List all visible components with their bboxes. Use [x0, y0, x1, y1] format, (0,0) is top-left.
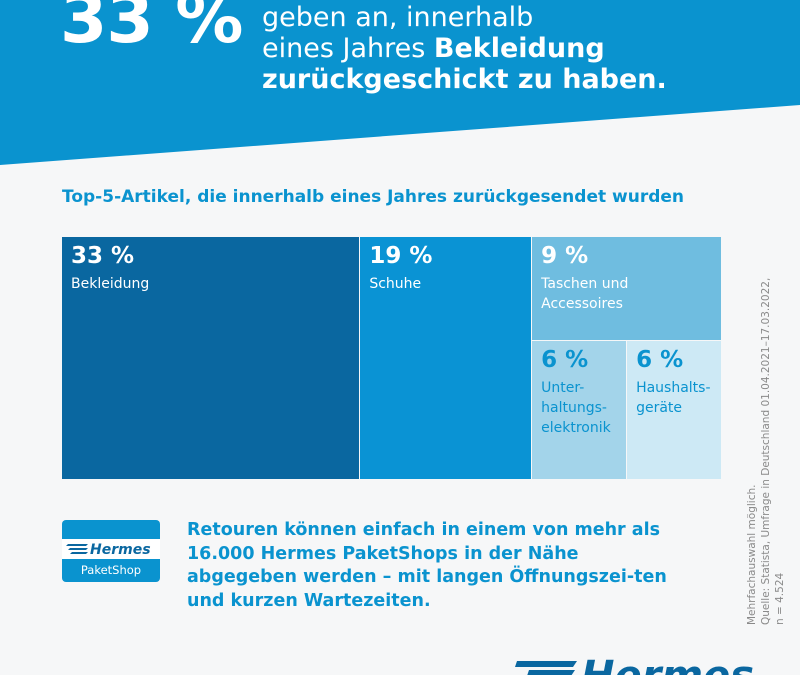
hermes-wing-icon: [515, 661, 577, 675]
tile-percent: 6 %: [541, 347, 589, 374]
source-line-3: n = 4.524: [774, 572, 786, 625]
hero-statement: geben an, innerhalb eines Jahres Bekleid…: [262, 2, 667, 95]
footer-logo-graphic: Hermes: [515, 655, 754, 675]
treemap-tile-1: 33 % Bekleidung: [62, 237, 361, 480]
tile-label: Unter-haltungs-elektronik: [541, 380, 611, 437]
hero-line-2-bold: Bekleidung: [433, 33, 605, 64]
tile-label: Taschen und Accessoires: [541, 276, 629, 312]
treemap-tile-3: 9 % Taschen und Accessoires: [532, 237, 722, 342]
hero-line-2-text: eines Jahres: [262, 33, 434, 64]
tile-percent: 6 %: [636, 347, 684, 374]
hero-line-2: eines Jahres Bekleidung: [262, 33, 667, 64]
source-line-2: Quelle: Statista, Umfrage in Deutschland…: [760, 277, 772, 625]
hero-line-3: zurückgeschickt zu haben.: [262, 64, 667, 95]
hero-line-1: geben an, innerhalb: [262, 2, 534, 33]
cta-text: Retouren können einfach in einem von meh…: [187, 520, 667, 611]
treemap-chart: 33 % Bekleidung 19 % Schuhe 9 % Taschen und Ac…: [62, 237, 722, 480]
tile-percent: 33 %: [71, 243, 135, 269]
tile-label: Schuhe: [369, 276, 422, 292]
source-note: Mehrfachauswahl möglich. Quelle: Statist…: [745, 205, 787, 625]
hermes-wing-icon: [66, 544, 88, 554]
treemap-tile-2: 19 % Schuhe: [360, 237, 533, 480]
hero-background: [0, 0, 800, 165]
hero-percent: 33 %: [60, 0, 243, 59]
tile-label: Haushalts-geräte: [636, 380, 711, 417]
tile-label: Bekleidung: [71, 276, 150, 292]
source-line-1: Mehrfachauswahl möglich.: [746, 484, 758, 625]
paketshop-brand: Hermes: [90, 542, 151, 558]
hermes-footer-logo: Hermes: [515, 655, 765, 675]
hero-banner: 33 % geben an, innerhalb eines Jahres Be…: [0, 0, 800, 165]
tile-percent: 19 %: [369, 243, 433, 269]
paketshop-logo-graphic: Hermes PaketShop: [62, 520, 160, 582]
paketshop-label: PaketShop: [81, 563, 141, 577]
chart-title: Top-5-Artikel, die innerhalb eines Jahre…: [62, 187, 685, 207]
treemap-tile-5: 6 % Haushalts-geräte: [627, 341, 722, 480]
hermes-paketshop-logo: Hermes PaketShop: [62, 520, 160, 582]
treemap-tile-4: 6 % Unter-haltungs-elektronik: [532, 341, 628, 480]
footer-logo-text: Hermes: [581, 655, 754, 675]
tile-percent: 9 %: [541, 243, 589, 269]
